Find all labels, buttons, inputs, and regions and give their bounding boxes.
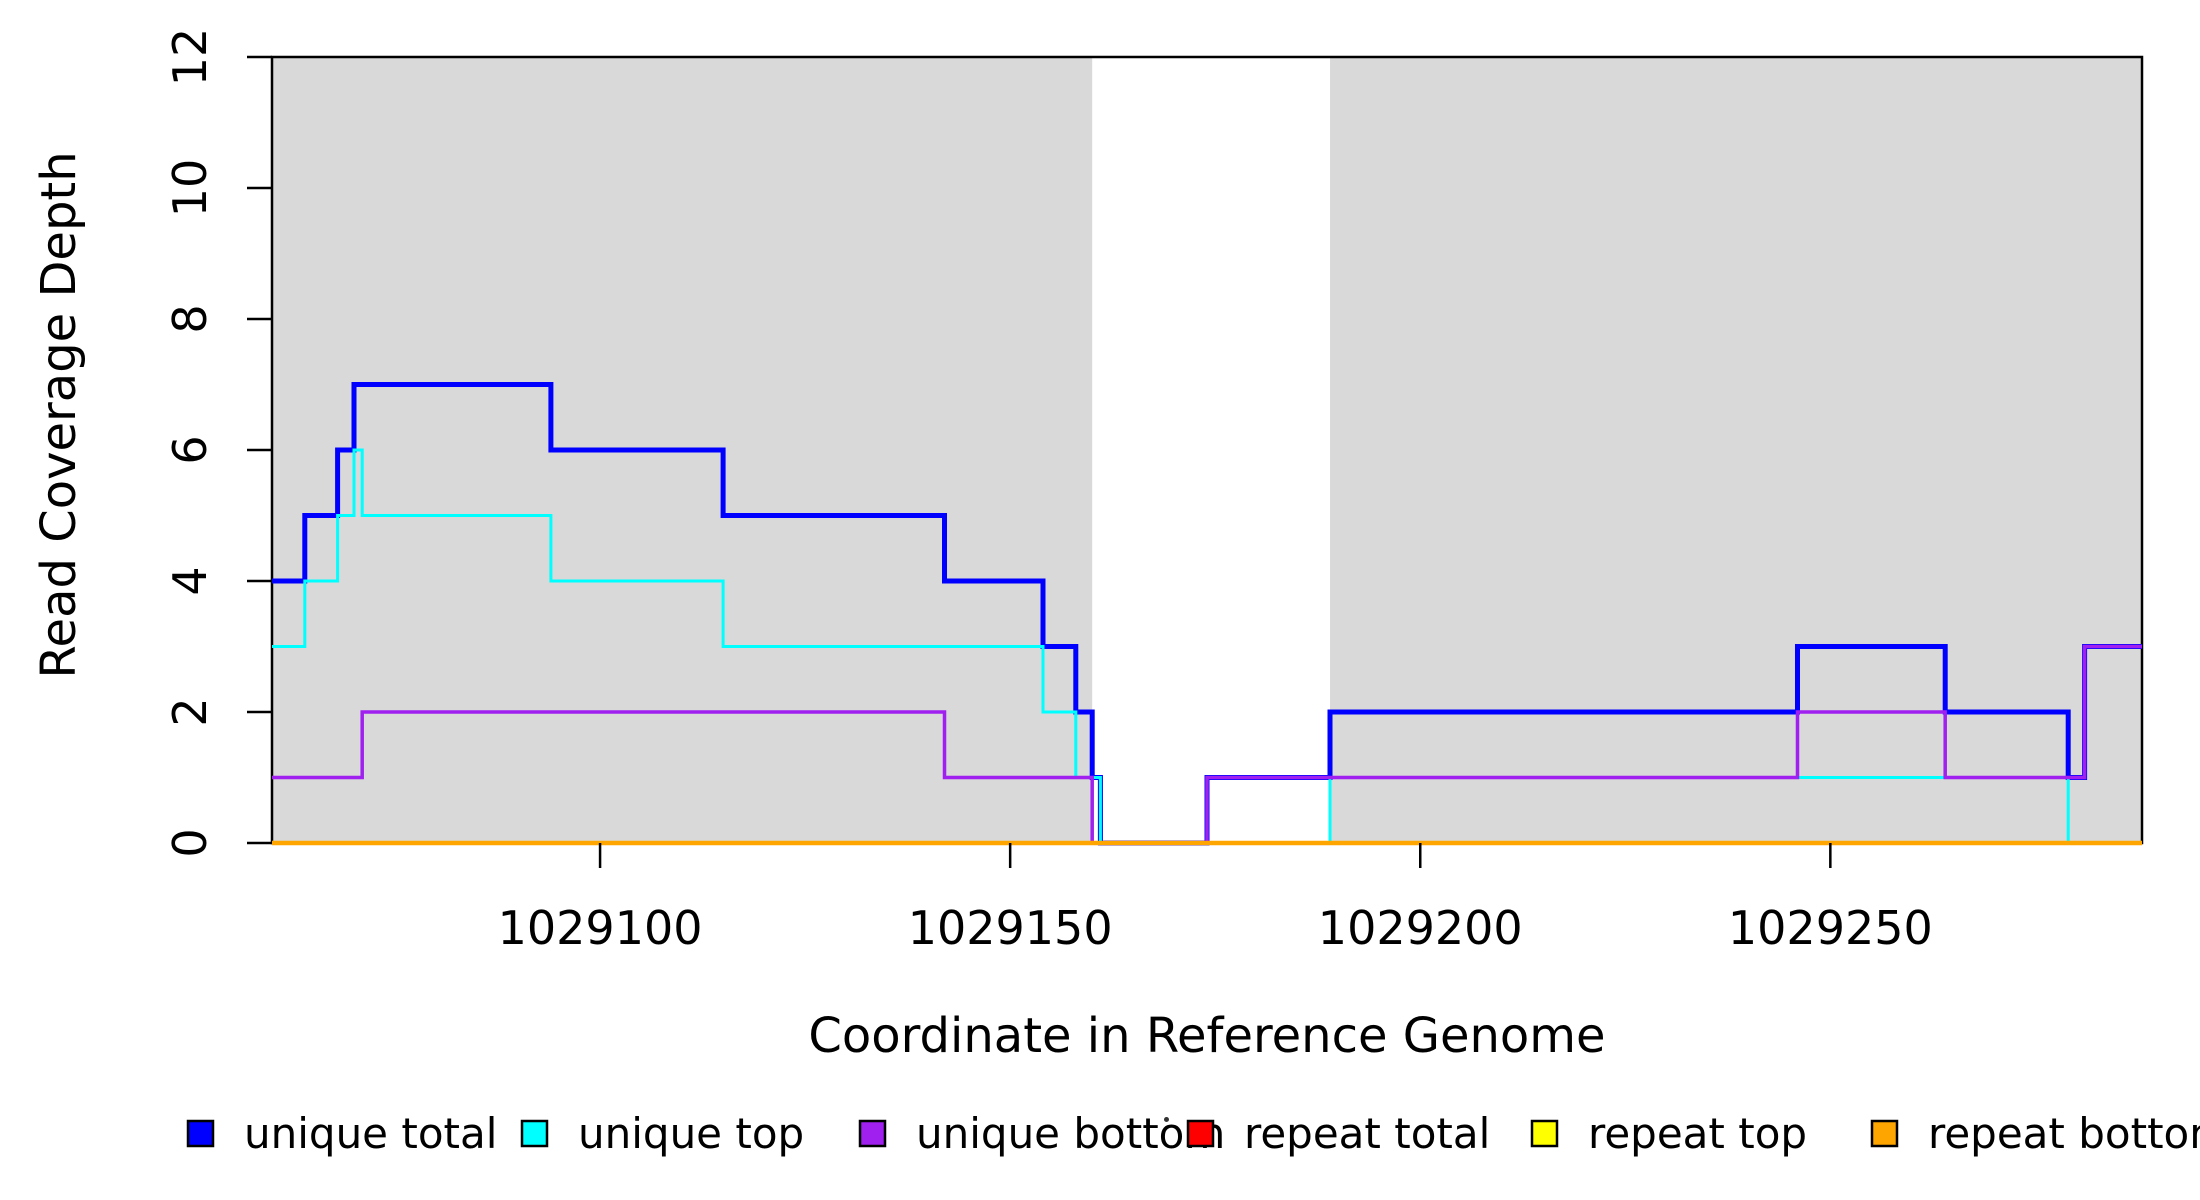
legend-swatch-repeat-top bbox=[1530, 1119, 1559, 1148]
y-axis-tick-label: 2 bbox=[163, 697, 217, 726]
legend-label-unique-total: unique total bbox=[244, 1109, 497, 1158]
x-axis-label: Coordinate in Reference Genome bbox=[808, 1008, 1605, 1064]
legend-label-unique-top: unique top bbox=[578, 1109, 804, 1158]
y-axis-tick-label: 8 bbox=[163, 304, 217, 333]
series-unique-top bbox=[272, 448, 2142, 845]
x-axis-tick-label: 1029250 bbox=[1728, 901, 1933, 955]
legend-swatch-unique-top bbox=[520, 1119, 549, 1148]
legend-swatch-unique-bottom bbox=[858, 1119, 887, 1148]
x-axis-tick-label: 1029150 bbox=[908, 901, 1113, 955]
y-axis-tick-label: 0 bbox=[163, 828, 217, 857]
series-unique-total bbox=[272, 382, 2142, 846]
y-axis-tick-label: 4 bbox=[163, 566, 217, 595]
stray-mark bbox=[1164, 1117, 1169, 1122]
legend-swatch-repeat-bottom bbox=[1870, 1119, 1899, 1148]
x-axis-tick-label: 1029100 bbox=[498, 901, 703, 955]
legend-label-repeat-total: repeat total bbox=[1244, 1109, 1490, 1158]
repeat-region-2 bbox=[1330, 57, 2142, 843]
y-axis-tick-label: 12 bbox=[163, 28, 217, 87]
y-axis-label: Read Coverage Depth bbox=[31, 151, 87, 678]
legend-label-unique-bottom: unique bottom bbox=[916, 1109, 1225, 1158]
x-axis-tick-label: 1029200 bbox=[1318, 901, 1523, 955]
legend-label-repeat-bottom: repeat bottom bbox=[1928, 1109, 2200, 1158]
y-axis-tick-label: 6 bbox=[163, 435, 217, 464]
legend-swatch-unique-total bbox=[186, 1119, 215, 1148]
y-axis-tick-label: 10 bbox=[163, 159, 217, 218]
legend-swatch-repeat-total bbox=[1186, 1119, 1215, 1148]
legend-label-repeat-top: repeat top bbox=[1588, 1109, 1807, 1158]
series-unique-bottom bbox=[272, 644, 2142, 845]
